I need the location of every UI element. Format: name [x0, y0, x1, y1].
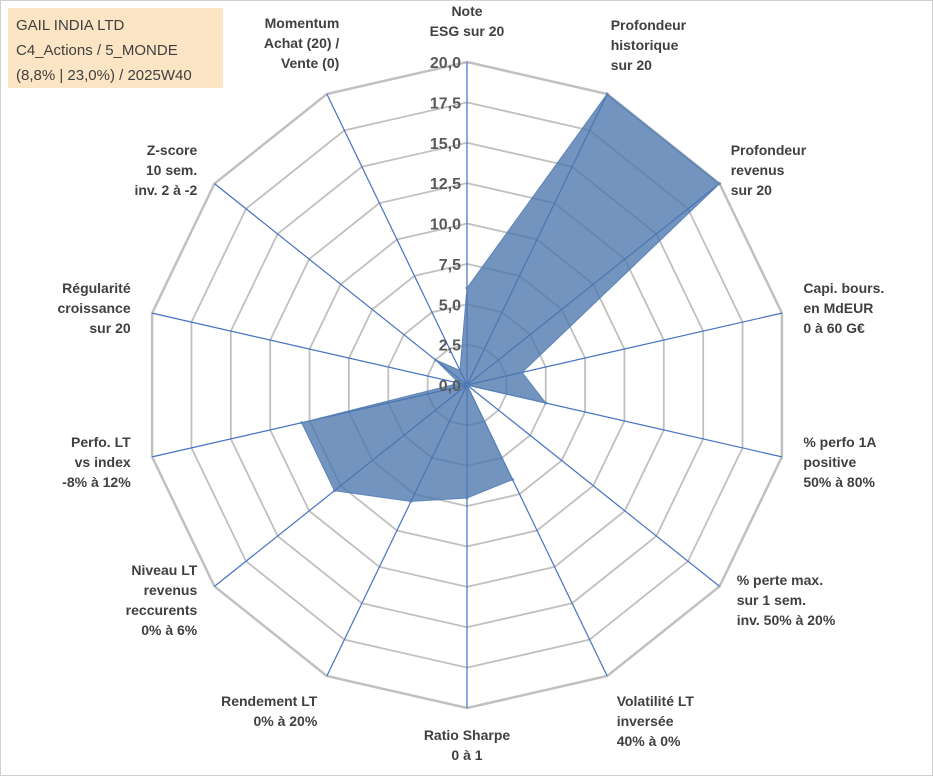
info-company-name: GAIL INDIA LTD [16, 17, 125, 34]
data-series-polygon-0 [300, 93, 721, 502]
axis-label-line: Profondeur [611, 17, 687, 33]
axis-label-12: Z-score 10 sem. inv. 2 à -2 [134, 142, 197, 198]
axis-label-1: Profondeur historique sur 20 [611, 17, 687, 73]
data-point-13 [458, 368, 462, 372]
axis-label-line: Perfo. LT [71, 434, 131, 450]
axis-label-line: historique [611, 37, 679, 53]
axis-label-line: Vente (0) [281, 55, 339, 71]
axis-label-line: -8% à 12% [62, 474, 131, 490]
axis-label-2: Profondeur revenus sur 20 [731, 142, 807, 198]
info-category: C4_Actions / 5_MONDE [16, 42, 178, 59]
info-box: GAIL INDIA LTD C4_Actions / 5_MONDE (8,8… [8, 8, 223, 88]
axis-label-line: ESG sur 20 [430, 23, 505, 39]
tick-label-8: 20,0 [430, 55, 461, 72]
tick-label-1: 2,5 [439, 338, 461, 355]
axis-label-4: % perfo 1A positive 50% à 80% [803, 434, 876, 490]
axis-label-line: Z-score [147, 142, 198, 158]
axis-label-line: % perte max. [737, 572, 823, 588]
axis-label-line: Régularité [62, 280, 131, 296]
axis-label-line: Note [451, 3, 482, 19]
axis-label-11: Régularité croissance sur 20 [57, 280, 130, 336]
axis-label-line: 50% à 80% [803, 474, 875, 490]
data-point-4 [544, 401, 548, 405]
axis-spoke-13 [326, 93, 468, 386]
axis-label-6: Volatilité LT inversée 40% à 0% [617, 693, 695, 749]
axis-label-line: vs index [75, 454, 131, 470]
tick-label-5: 12,5 [430, 176, 461, 193]
axis-label-line: sur 20 [611, 57, 652, 73]
info-period: (8,8% | 23,0%) / 2025W40 [16, 67, 192, 84]
axis-label-line: Momentum [265, 15, 340, 31]
data-point-10 [300, 421, 304, 425]
data-point-0 [465, 286, 469, 290]
data-point-11 [457, 381, 461, 385]
axis-label-line: inv. 2 à -2 [134, 182, 197, 198]
axis-spoke-5 [466, 384, 720, 587]
axis-label-line: inv. 50% à 20% [737, 612, 836, 628]
axis-label-9: Niveau LT revenus reccurents 0% à 6% [126, 562, 198, 638]
tick-label-7: 17,5 [430, 95, 461, 112]
axis-label-line: Volatilité LT [617, 693, 695, 709]
axis-label-line: croissance [57, 300, 130, 316]
axis-label-line: % perfo 1A [803, 434, 876, 450]
axis-label-5: % perte max. sur 1 sem. inv. 50% à 20% [737, 572, 836, 628]
data-point-6 [511, 478, 515, 482]
axis-label-line: inversée [617, 713, 674, 729]
radar-series [300, 92, 722, 503]
axis-label-line: revenus [144, 582, 198, 598]
axis-label-line: sur 1 sem. [737, 592, 806, 608]
axis-label-0: Note ESG sur 20 [430, 3, 505, 39]
axis-label-line: 0 à 1 [451, 747, 482, 763]
axis-label-line: Rendement LT [221, 693, 318, 709]
axis-label-line: Capi. bours. [803, 280, 884, 296]
axis-label-line: Niveau LT [131, 562, 197, 578]
axis-label-8: Rendement LT 0% à 20% [221, 693, 318, 729]
radar-ticks: 0,0 2,5 5,0 7,5 10,0 12,5 15,0 17,5 20,0 [430, 55, 461, 395]
axis-label-line: 0% à 20% [253, 713, 317, 729]
tick-label-2: 5,0 [439, 297, 461, 314]
axis-label-line: positive [803, 454, 856, 470]
data-point-9 [332, 489, 336, 493]
data-point-7 [465, 496, 469, 500]
axis-spoke-11 [151, 312, 468, 386]
data-point-12 [433, 358, 437, 362]
axis-label-line: Ratio Sharpe [424, 727, 511, 743]
axis-label-line: sur 20 [731, 182, 772, 198]
axis-label-line: Profondeur [731, 142, 807, 158]
axis-label-line: 40% à 0% [617, 733, 681, 749]
axis-label-line: revenus [731, 162, 785, 178]
tick-label-4: 10,0 [430, 217, 461, 234]
axis-label-line: Achat (20) / [264, 35, 340, 51]
axis-label-7: Ratio Sharpe 0 à 1 [424, 727, 511, 763]
axis-label-10: Perfo. LT vs index -8% à 12% [62, 434, 131, 490]
tick-label-6: 15,0 [430, 136, 461, 153]
axis-label-13: Momentum Achat (20) / Vente (0) [264, 15, 340, 71]
axis-spoke-12 [214, 183, 468, 386]
tick-label-0: 0,0 [439, 378, 461, 395]
data-point-2 [718, 182, 722, 186]
data-point-8 [409, 499, 413, 503]
data-point-1 [605, 92, 609, 96]
data-point-3 [520, 370, 524, 374]
tick-label-3: 7,5 [439, 257, 461, 274]
axis-label-3: Capi. bours. en MdEUR 0 à 60 G€ [803, 280, 884, 336]
data-point-5 [465, 383, 469, 387]
axis-label-line: reccurents [126, 602, 198, 618]
axis-label-line: 0 à 60 G€ [803, 320, 865, 336]
axis-label-line: sur 20 [89, 320, 130, 336]
radar-axis-labels: Note ESG sur 20 Profondeur historique sur 20… [57, 3, 884, 763]
axis-label-line: en MdEUR [803, 300, 873, 316]
axis-label-line: 10 sem. [146, 162, 197, 178]
axis-label-line: 0% à 6% [141, 622, 198, 638]
